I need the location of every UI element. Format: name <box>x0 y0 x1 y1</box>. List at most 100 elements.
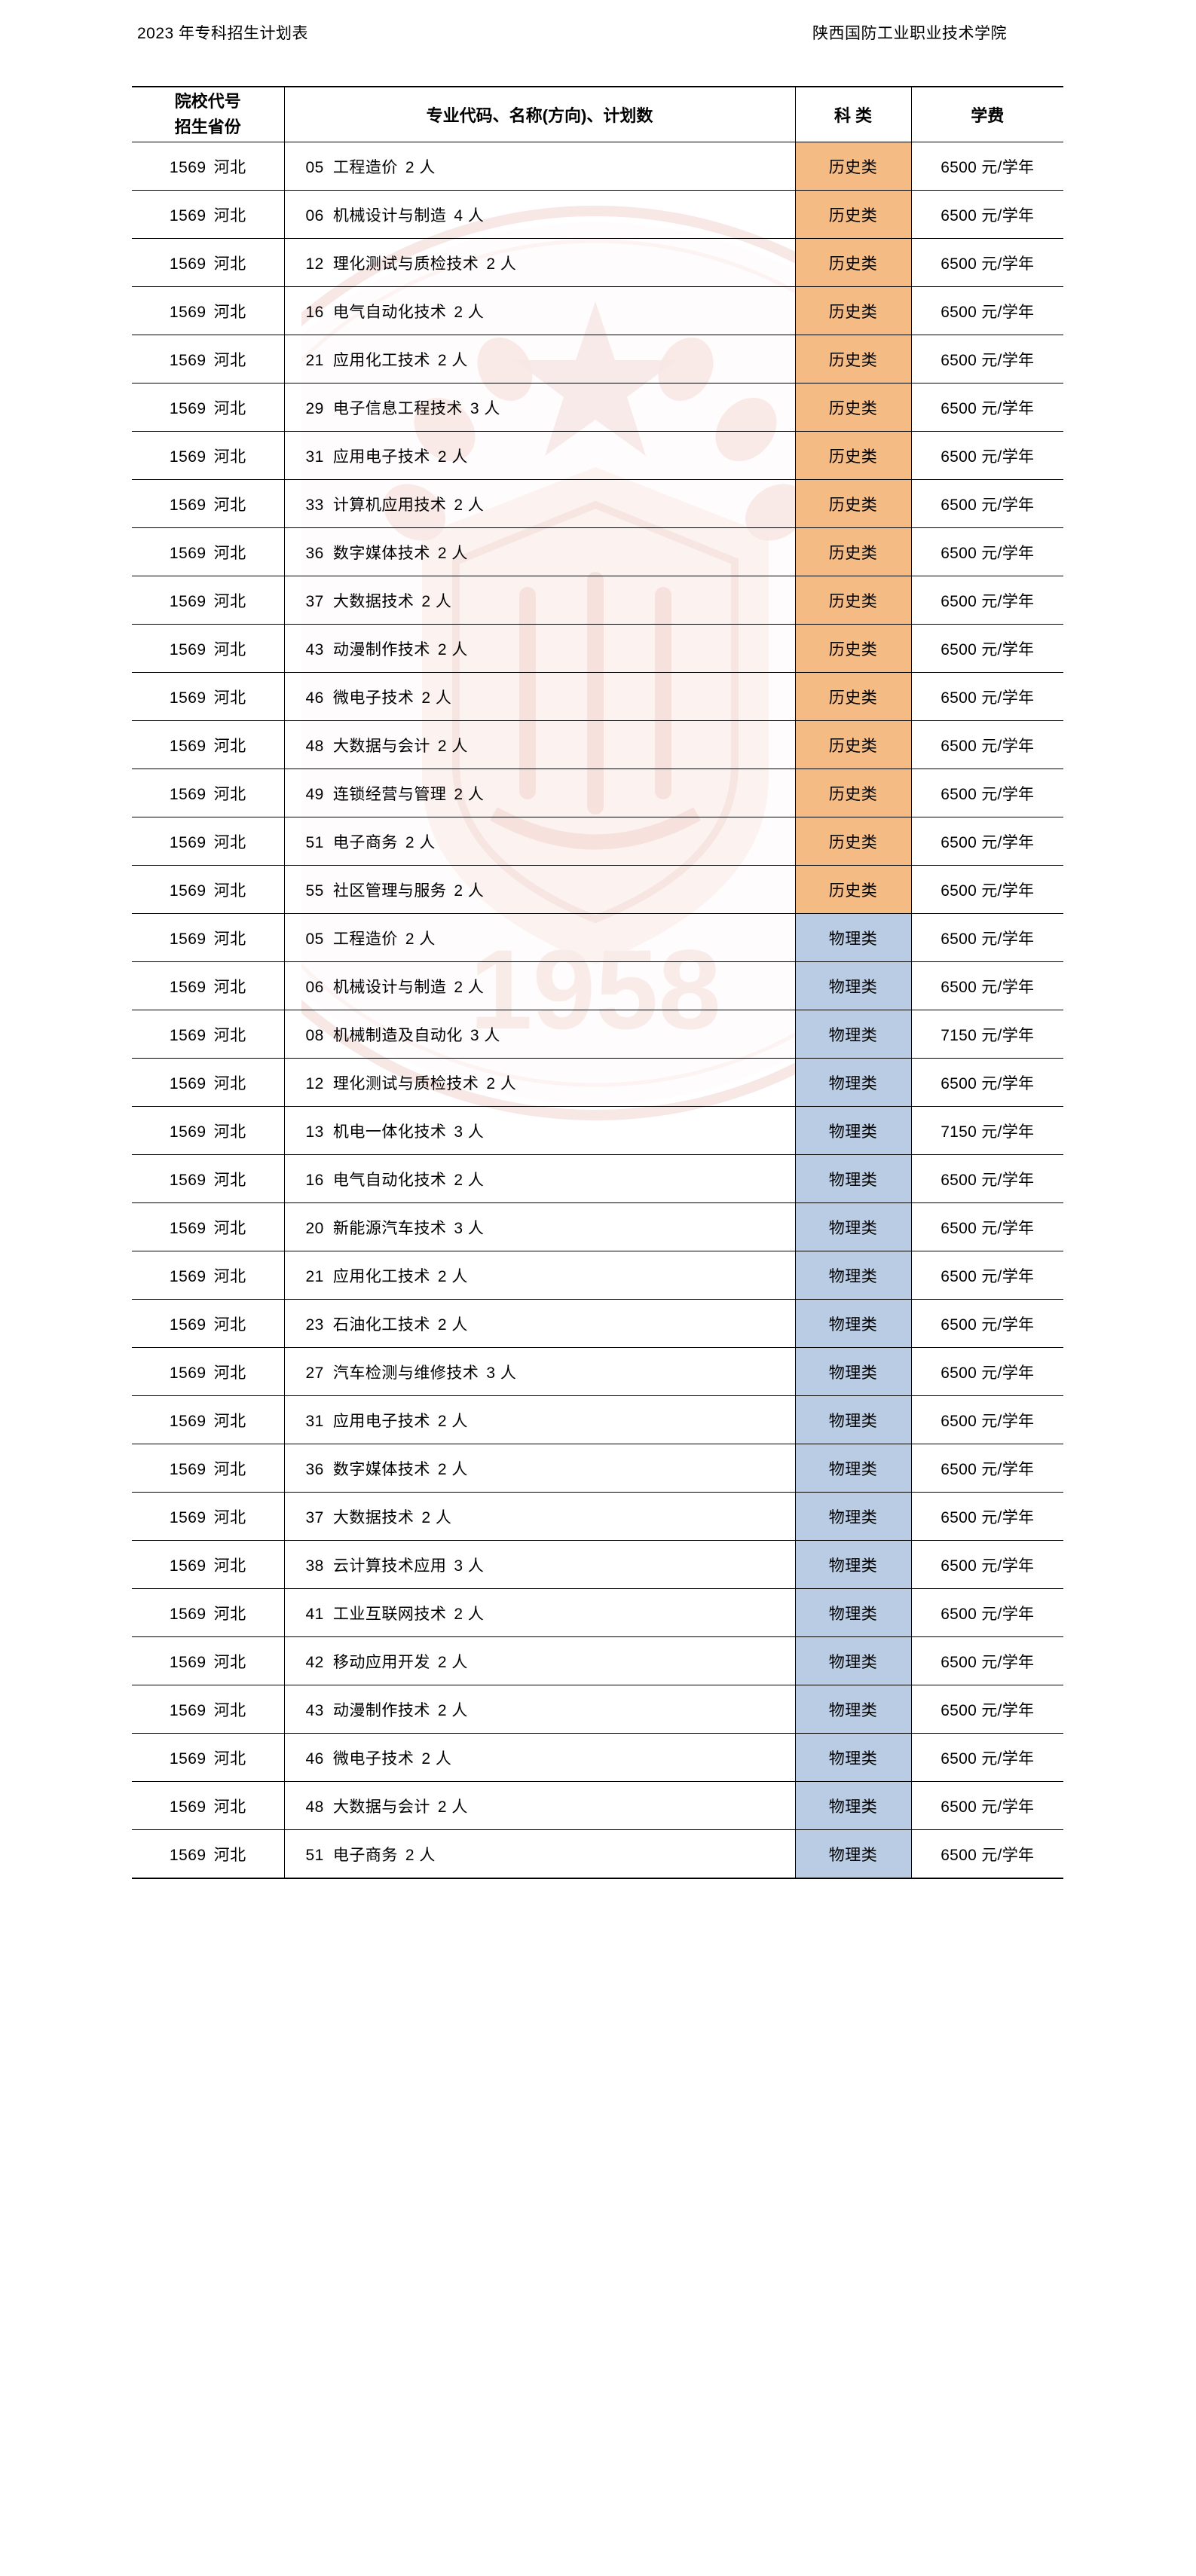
major-name: 电气自动化技术 <box>332 1171 447 1189</box>
column-header-code-line1: 院校代号 <box>174 91 241 111</box>
institution-code: 1569 <box>169 930 206 948</box>
plan-quota: 2 人 <box>454 785 485 803</box>
institution-code: 1569 <box>169 496 206 514</box>
cell-institution-code-province: 1569 河北 <box>132 1202 285 1251</box>
table-row: 1569 河北 51 电子商务 2 人 物理类 6500 元/学年 <box>132 1829 1063 1879</box>
cell-category: 物理类 <box>794 1636 912 1685</box>
major-code: 31 <box>305 1412 324 1430</box>
cell-institution-code-province: 1569 河北 <box>132 479 285 528</box>
plan-quota: 2 人 <box>421 689 452 707</box>
province-name: 河北 <box>213 978 246 996</box>
major-name: 应用电子技术 <box>332 1412 430 1430</box>
cell-category: 物理类 <box>794 1492 912 1541</box>
cell-category: 物理类 <box>794 1010 912 1059</box>
cell-institution-code-province: 1569 河北 <box>132 1395 285 1444</box>
province-name: 河北 <box>213 1798 246 1816</box>
major-code: 31 <box>305 448 324 466</box>
cell-tuition-fee: 6500 元/学年 <box>910 1395 1063 1444</box>
table-row: 1569 河北 05 工程造价 2 人 历史类 6500 元/学年 <box>132 142 1063 191</box>
cell-tuition-fee: 6500 元/学年 <box>910 769 1063 817</box>
cell-category: 历史类 <box>794 142 912 191</box>
cell-institution-code-province: 1569 河北 <box>132 142 285 191</box>
cell-category: 历史类 <box>794 527 912 576</box>
cell-major: 12 理化测试与质检技术 2 人 <box>283 238 796 287</box>
province-name: 河北 <box>213 833 246 851</box>
table-row: 1569 河北 49 连锁经营与管理 2 人 历史类 6500 元/学年 <box>132 769 1063 817</box>
plan-quota: 2 人 <box>421 1749 452 1768</box>
cell-major: 06 机械设计与制造 4 人 <box>283 190 796 239</box>
major-name: 应用化工技术 <box>332 1267 430 1285</box>
cell-institution-code-province: 1569 河北 <box>132 1347 285 1396</box>
cell-major: 29 电子信息工程技术 3 人 <box>283 383 796 432</box>
plan-quota: 2 人 <box>437 1316 468 1334</box>
province-name: 河北 <box>213 882 246 900</box>
plan-quota: 2 人 <box>405 1846 436 1864</box>
table-row: 1569 河北 37 大数据技术 2 人 历史类 6500 元/学年 <box>132 576 1063 625</box>
cell-major: 51 电子商务 2 人 <box>283 817 796 866</box>
cell-institution-code-province: 1569 河北 <box>132 720 285 769</box>
major-name: 电子商务 <box>332 833 398 851</box>
plan-quota: 2 人 <box>454 496 485 514</box>
cell-major: 27 汽车检测与维修技术 3 人 <box>283 1347 796 1396</box>
plan-quota: 3 人 <box>454 1219 485 1237</box>
cell-major: 12 理化测试与质检技术 2 人 <box>283 1058 796 1107</box>
major-name: 应用化工技术 <box>332 351 430 369</box>
cell-major: 46 微电子技术 2 人 <box>283 1733 796 1782</box>
province-name: 河北 <box>213 158 246 176</box>
major-code: 49 <box>305 785 324 803</box>
province-name: 河北 <box>213 255 246 273</box>
cell-tuition-fee: 6500 元/学年 <box>910 527 1063 576</box>
cell-major: 55 社区管理与服务 2 人 <box>283 865 796 914</box>
institution-code: 1569 <box>169 1026 206 1044</box>
cell-category: 历史类 <box>794 672 912 721</box>
cell-category: 历史类 <box>794 576 912 625</box>
cell-major: 31 应用电子技术 2 人 <box>283 431 796 480</box>
cell-tuition-fee: 6500 元/学年 <box>910 1251 1063 1300</box>
cell-institution-code-province: 1569 河北 <box>132 238 285 287</box>
institution-code: 1569 <box>169 978 206 996</box>
province-name: 河北 <box>213 930 246 948</box>
major-code: 12 <box>305 1074 324 1092</box>
cell-tuition-fee: 6500 元/学年 <box>910 1685 1063 1734</box>
table-row: 1569 河北 21 应用化工技术 2 人 物理类 6500 元/学年 <box>132 1251 1063 1300</box>
institution-code: 1569 <box>169 1267 206 1285</box>
table-row: 1569 河北 43 动漫制作技术 2 人 物理类 6500 元/学年 <box>132 1685 1063 1734</box>
institution-code: 1569 <box>169 1846 206 1864</box>
table-row: 1569 河北 12 理化测试与质检技术 2 人 物理类 6500 元/学年 <box>132 1058 1063 1107</box>
cell-tuition-fee: 6500 元/学年 <box>910 1733 1063 1782</box>
institution-code: 1569 <box>169 737 206 755</box>
plan-quota: 2 人 <box>437 640 468 659</box>
institution-code: 1569 <box>169 399 206 417</box>
institution-code: 1569 <box>169 1605 206 1623</box>
table-row: 1569 河北 12 理化测试与质检技术 2 人 历史类 6500 元/学年 <box>132 238 1063 287</box>
cell-institution-code-province: 1569 河北 <box>132 1154 285 1203</box>
cell-major: 49 连锁经营与管理 2 人 <box>283 769 796 817</box>
cell-major: 23 石油化工技术 2 人 <box>283 1299 796 1348</box>
cell-category: 物理类 <box>794 1588 912 1637</box>
province-name: 河北 <box>213 737 246 755</box>
table-row: 1569 河北 21 应用化工技术 2 人 历史类 6500 元/学年 <box>132 335 1063 383</box>
province-name: 河北 <box>213 1557 246 1575</box>
cell-institution-code-province: 1569 河北 <box>132 672 285 721</box>
cell-tuition-fee: 6500 元/学年 <box>910 1154 1063 1203</box>
major-code: 38 <box>305 1557 324 1575</box>
institution-code: 1569 <box>169 592 206 610</box>
cell-tuition-fee: 6500 元/学年 <box>910 1299 1063 1348</box>
plan-quota: 2 人 <box>486 1074 517 1092</box>
cell-tuition-fee: 6500 元/学年 <box>910 865 1063 914</box>
major-code: 43 <box>305 640 324 659</box>
table-row: 1569 河北 51 电子商务 2 人 历史类 6500 元/学年 <box>132 817 1063 866</box>
institution-code: 1569 <box>169 303 206 321</box>
cell-institution-code-province: 1569 河北 <box>132 286 285 335</box>
plan-quota: 2 人 <box>437 1267 468 1285</box>
major-code: 16 <box>305 1171 324 1189</box>
major-code: 48 <box>305 1798 324 1816</box>
cell-category: 物理类 <box>794 1154 912 1203</box>
major-name: 大数据技术 <box>332 1508 414 1526</box>
cell-institution-code-province: 1569 河北 <box>132 431 285 480</box>
table-row: 1569 河北 36 数字媒体技术 2 人 物理类 6500 元/学年 <box>132 1444 1063 1493</box>
cell-institution-code-province: 1569 河北 <box>132 1106 285 1155</box>
major-code: 08 <box>305 1026 324 1044</box>
major-name: 石油化工技术 <box>332 1316 430 1334</box>
institution-name: 陕西国防工业职业技术学院 <box>812 25 1007 42</box>
